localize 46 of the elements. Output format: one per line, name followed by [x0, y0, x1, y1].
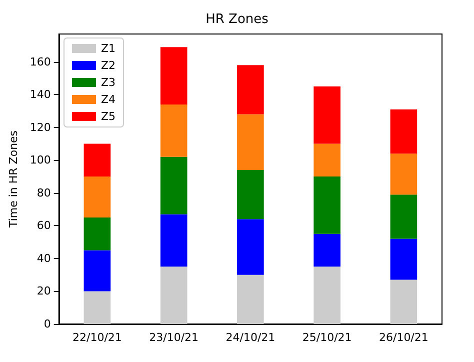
chart-title: HR Zones: [206, 12, 269, 27]
bar: [84, 176, 111, 218]
x-tick-label: 24/10/21: [226, 331, 276, 344]
y-tick-label: 120: [30, 120, 51, 134]
y-axis-title: Time in HR Zones: [7, 130, 20, 229]
bar: [390, 194, 418, 239]
y-tick-label: 0: [44, 318, 51, 330]
bar: [160, 214, 188, 267]
bar: [314, 234, 340, 267]
bar: [237, 65, 264, 114]
bar: [160, 156, 188, 214]
bar: [390, 154, 418, 195]
bar: [160, 47, 188, 104]
bar: [390, 109, 418, 154]
bar: [84, 218, 111, 250]
bar: [390, 238, 418, 280]
y-tick-label: 100: [30, 154, 51, 167]
x-tick-label: 22/10/21: [72, 331, 122, 344]
bar: [314, 144, 340, 177]
bar: [314, 86, 340, 144]
y-tick-label: 160: [30, 55, 51, 68]
legend-label: Z5: [101, 110, 116, 123]
legend-label: Z2: [101, 59, 116, 72]
y-tick-label: 80: [36, 186, 51, 200]
y-tick-label: 60: [36, 219, 51, 232]
y-tick-label: 20: [36, 284, 51, 298]
bar: [84, 291, 111, 324]
bar: [160, 266, 188, 324]
legend-label: Z4: [101, 93, 116, 106]
bar: [237, 170, 264, 220]
y-tick-label: 140: [30, 88, 51, 102]
bar: [237, 274, 264, 324]
bar: [314, 176, 340, 234]
x-tick-label: 23/10/21: [149, 331, 199, 344]
bar: [390, 280, 418, 324]
bar: [84, 144, 111, 177]
x-tick-label: 26/10/21: [378, 331, 428, 344]
legend-label: Z3: [101, 76, 116, 89]
bar: [237, 114, 264, 170]
bar: [237, 219, 264, 275]
y-tick-label: 40: [36, 252, 51, 265]
bar: [160, 104, 188, 157]
bar: [84, 250, 111, 292]
x-tick-label: 25/10/21: [302, 331, 352, 344]
bar: [314, 266, 340, 324]
legend-label: Z1: [101, 42, 116, 55]
